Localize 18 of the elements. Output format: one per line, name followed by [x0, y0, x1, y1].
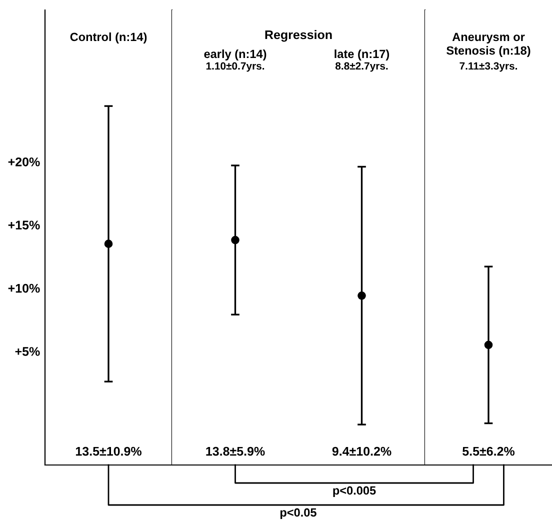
- annotation: 13.5±10.9%: [76, 446, 142, 456]
- y-tick-label: +5%: [15, 347, 40, 356]
- category-label: Aneurysm or Stenosis (n:18): [446, 32, 530, 58]
- text: p<0.05: [280, 508, 316, 520]
- annotation: 7.11±3.3yrs.: [460, 62, 517, 72]
- category-label: late (n:17): [334, 49, 390, 60]
- y-tick-label: +15%: [8, 220, 40, 230]
- text: Regression: [265, 30, 332, 42]
- annotation: 5.5±6.2%: [462, 446, 515, 456]
- y-tick-label: +10%: [8, 284, 40, 293]
- annotation: 13.8±5.9%: [206, 446, 265, 456]
- annotation: 1.10±0.7yrs.: [206, 62, 264, 72]
- x-tick-label: Control (n:14): [70, 32, 147, 44]
- category-label: early (n:14): [204, 49, 266, 60]
- y-tick-label: +20%: [8, 157, 40, 166]
- annotation: 9.4±10.2%: [332, 446, 392, 456]
- annotation: 8.8±2.7yrs.: [335, 62, 388, 72]
- text: p<0.005: [333, 486, 376, 498]
